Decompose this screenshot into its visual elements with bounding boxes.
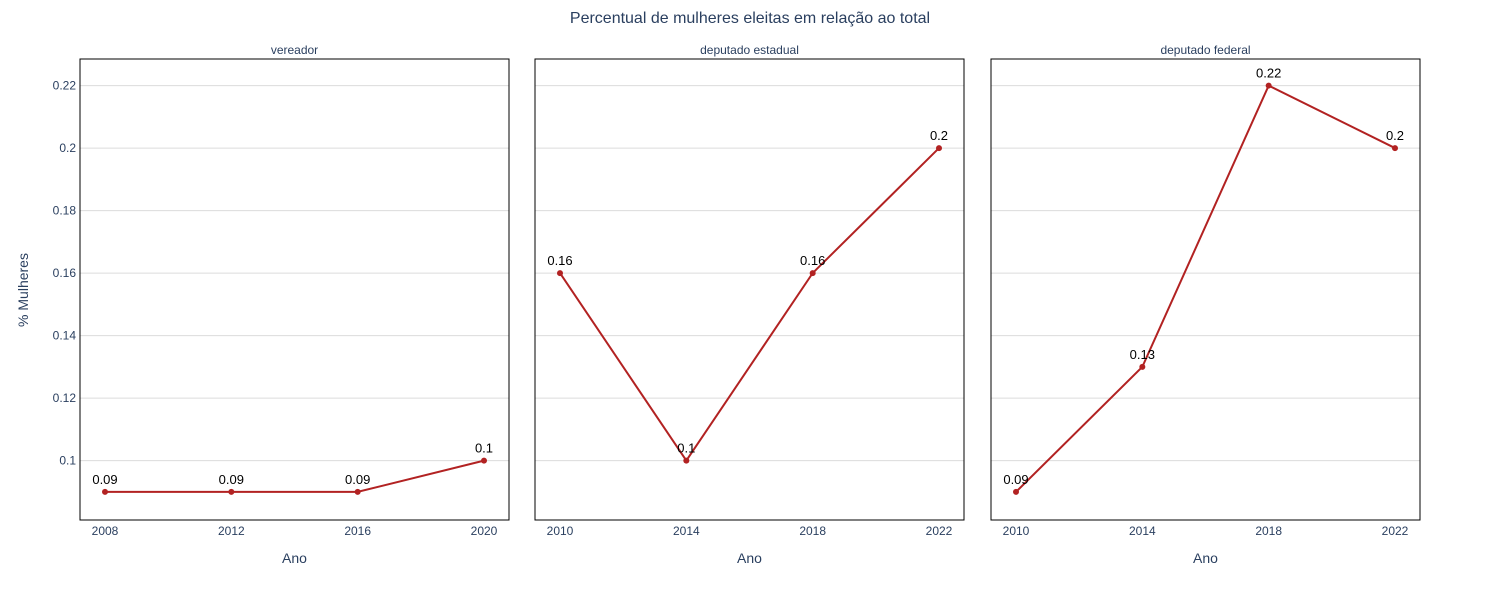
data-point <box>1392 145 1398 152</box>
data-point <box>809 270 816 277</box>
x-axis-label: Ano <box>1193 550 1218 566</box>
x-tick-label: 2020 <box>471 524 498 538</box>
data-point <box>1013 488 1019 495</box>
data-label: 0.09 <box>1003 472 1028 487</box>
series-line <box>1015 84 1396 493</box>
data-label: 0.1 <box>677 441 695 456</box>
data-point <box>354 488 361 495</box>
data-label: 0.16 <box>547 253 572 268</box>
data-label: 0.09 <box>92 472 117 487</box>
data-label: 0.16 <box>800 253 825 268</box>
panel-frame <box>990 58 1421 521</box>
y-tick-label: 0.2 <box>59 141 76 155</box>
x-tick-label: 2010 <box>1003 524 1030 538</box>
data-point <box>1139 363 1146 370</box>
x-tick-label: 2014 <box>1129 524 1156 538</box>
data-point <box>102 488 108 495</box>
y-tick-label: 0.14 <box>53 329 77 343</box>
y-tick-label: 0.22 <box>53 79 77 93</box>
x-tick-label: 2022 <box>1382 524 1409 538</box>
y-axis-label: % Mulheres <box>15 253 31 327</box>
panel-3: deputado federal 2010 2014 2018 2022 Ano 0.09 0… <box>990 43 1421 566</box>
y-tick-label: 0.1 <box>59 454 76 468</box>
data-point <box>683 457 690 464</box>
y-tick-label: 0.12 <box>53 391 77 405</box>
x-tick-label: 2014 <box>673 524 700 538</box>
panel-title: vereador <box>271 43 318 57</box>
data-label: 0.22 <box>1256 66 1281 81</box>
x-tick-label: 2010 <box>547 524 574 538</box>
x-tick-label: 2008 <box>92 524 119 538</box>
y-tick-label: 0.16 <box>53 266 77 280</box>
panel-frame <box>79 58 510 521</box>
x-tick-label: 2012 <box>218 524 245 538</box>
data-point <box>1265 82 1272 89</box>
data-point <box>481 457 487 464</box>
data-label: 0.09 <box>219 472 244 487</box>
chart-title: Percentual de mulheres eleitas em relaçã… <box>570 10 930 27</box>
x-tick-label: 2022 <box>926 524 953 538</box>
data-label: 0.13 <box>1130 347 1155 362</box>
data-label: 0.09 <box>345 472 370 487</box>
series-line <box>105 459 485 493</box>
panel-2: deputado estadual 2010 2014 2018 2022 Ano 0.16… <box>534 43 965 566</box>
data-label: 0.1 <box>475 441 493 456</box>
data-label: 0.2 <box>1386 128 1404 143</box>
data-label: 0.2 <box>930 128 948 143</box>
data-point <box>228 488 235 495</box>
data-point <box>557 270 563 277</box>
x-axis-label: Ano <box>282 550 307 566</box>
x-tick-label: 2018 <box>1255 524 1282 538</box>
x-tick-label: 2018 <box>799 524 826 538</box>
panel-frame <box>534 58 965 521</box>
panel-title: deputado estadual <box>700 43 799 57</box>
series-line <box>559 147 940 463</box>
panel-1: 0.1 0.12 0.14 0.16 0.18 0.2 0.22 vereador 2008 20… <box>53 43 510 566</box>
data-point <box>936 145 942 152</box>
panels: 0.1 0.12 0.14 0.16 0.18 0.2 0.22 vereador 2008 20… <box>53 43 1421 566</box>
panel-title: deputado federal <box>1160 43 1250 57</box>
y-tick-label: 0.18 <box>53 204 77 218</box>
x-tick-label: 2016 <box>344 524 371 538</box>
x-axis-label: Ano <box>737 550 762 566</box>
